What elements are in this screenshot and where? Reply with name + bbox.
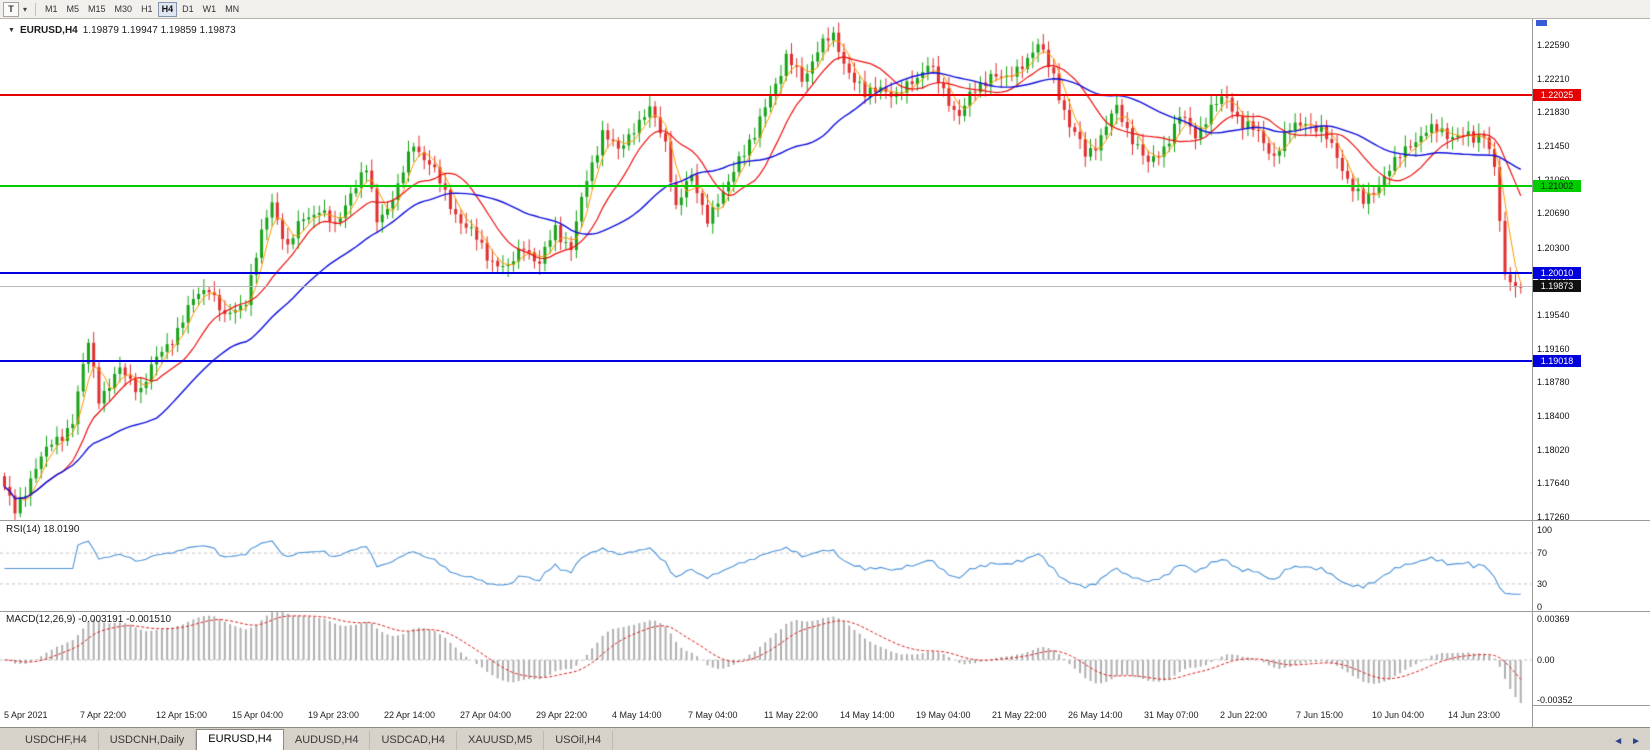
templates-button[interactable]: T: [3, 1, 19, 17]
tab-scroll-controls: ◄ ►: [1610, 736, 1650, 750]
time-axis-label: 12 Apr 15:00: [156, 710, 208, 720]
timeframe-button-w1[interactable]: W1: [202, 4, 217, 14]
price-scale-label: 1.22210: [1537, 73, 1570, 84]
horizontal-line-1.20010[interactable]: [0, 272, 1532, 275]
macd-scale-label: -0.00352: [1537, 695, 1573, 705]
chart-tab-usdchf-h4[interactable]: USDCHF,H4: [14, 731, 99, 750]
price-scale-label: 1.22590: [1537, 40, 1570, 50]
price-scale-label: 1.20690: [1537, 208, 1570, 219]
chart-tab-usoil-h4[interactable]: USOil,H4: [544, 731, 614, 750]
timeframe-button-h4[interactable]: H4: [157, 1, 178, 17]
templates-dropdown-icon[interactable]: ▾: [22, 4, 27, 14]
time-axis-label: 19 Apr 23:00: [308, 710, 360, 720]
timeframe-button-d1[interactable]: D1: [182, 4, 194, 14]
chart-tab-usdcnh-daily[interactable]: USDCNH,Daily: [99, 731, 197, 750]
time-axis-label: 29 Apr 22:00: [536, 710, 588, 720]
price-scale-label: 1.17260: [1537, 511, 1570, 522]
price-scale-label: 1.21450: [1537, 140, 1570, 151]
chart-title: ▼ EURUSD,H4 1.19879 1.19947 1.19859 1.19…: [8, 25, 236, 36]
tab-scroll-left-icon[interactable]: ◄: [1613, 736, 1624, 747]
horizontal-line-1.22025[interactable]: [0, 94, 1532, 97]
chart-tab-bar: USDCHF,H4 USDCNH,Daily EURUSD,H4 AUDUSD,H4 U…: [0, 727, 1650, 750]
price-tag-1.22025: 1.22025: [1533, 89, 1581, 102]
macd-scale-label: 0.00369: [1537, 614, 1570, 624]
symbol-collapse-icon[interactable]: ▼: [8, 27, 15, 34]
price-scale-label: 1.20300: [1537, 242, 1570, 253]
time-axis-label: 15 Apr 04:00: [232, 710, 284, 720]
pane-separator-macd[interactable]: [0, 611, 1650, 612]
price-scale-label: 1.21830: [1537, 107, 1570, 118]
time-axis-label: 5 Apr 2021: [4, 710, 48, 720]
macd-indicator-label: MACD(12,26,9) -0.003191 -0.001510: [6, 614, 172, 625]
time-axis-label: 7 Apr 22:00: [80, 710, 127, 720]
toolbar-separator: [35, 2, 36, 16]
rsi-scale-label: 0: [1537, 602, 1543, 612]
price-scale[interactable]: 1.225901.222101.218301.214501.210601.206…: [1532, 0, 1650, 727]
chart-tabs: USDCHF,H4 USDCNH,Daily EURUSD,H4 AUDUSD,H4 U…: [14, 729, 614, 750]
pane-separator-rsi[interactable]: [0, 520, 1650, 521]
price-scale-label: 1.18400: [1537, 411, 1570, 422]
time-axis[interactable]: 5 Apr 2021 7 Apr 22:00 12 Apr 15:00 15 Apr …: [0, 705, 1532, 727]
time-axis-label: 26 May 14:00: [1068, 710, 1123, 720]
price-scale-label: 1.17640: [1537, 478, 1570, 489]
time-axis-label: 7 May 04:00: [688, 710, 738, 720]
time-axis-label: 22 Apr 14:00: [384, 710, 436, 720]
horizontal-line-1.19018[interactable]: [0, 360, 1532, 363]
scale-scroll-marker[interactable]: [1536, 20, 1547, 26]
price-scale-border: [1532, 19, 1533, 727]
chart-ohlc-values: 1.19879 1.19947 1.19859 1.19873: [82, 25, 236, 36]
last-price-tag: 1.19873: [1533, 279, 1581, 292]
timeframe-button-m1[interactable]: M1: [45, 4, 58, 14]
price-tag-1.19018: 1.19018: [1533, 355, 1581, 368]
chart-symbol-label: EURUSD,H4: [19, 25, 78, 36]
rsi-scale-label: 30: [1537, 578, 1548, 589]
last-price-line: [0, 285, 1532, 287]
time-axis-label: 11 May 22:00: [764, 710, 818, 720]
time-axis-label: 14 May 14:00: [840, 710, 895, 720]
rsi-scale-label: 70: [1537, 548, 1548, 559]
macd-scale-label: 0.00: [1537, 655, 1555, 665]
chart-tab-eurusd-h4[interactable]: EURUSD,H4: [196, 729, 284, 750]
time-axis-label: 10 Jun 04:00: [1372, 710, 1425, 720]
timeframe-button-m5[interactable]: M5: [66, 4, 80, 14]
time-axis-label: 14 Jun 23:00: [1448, 710, 1501, 720]
time-axis-label: 31 May 07:00: [1144, 710, 1199, 720]
time-axis-label: 2 Jun 22:00: [1220, 710, 1268, 720]
time-axis-label: 27 Apr 04:00: [460, 710, 512, 720]
time-axis-label: 4 May 14:00: [612, 710, 662, 720]
timeframe-button-m30[interactable]: M30: [114, 4, 133, 14]
price-tag-1.21002: 1.21002: [1533, 179, 1581, 192]
timeframe-toolbar: M1 M5 M15 M30 H1 H4 D1 W1 MN: [41, 1, 243, 17]
price-scale-label: 1.18780: [1537, 377, 1570, 388]
timeframe-button-mn[interactable]: MN: [225, 4, 240, 14]
tab-scroll-right-icon[interactable]: ►: [1631, 736, 1641, 747]
price-scale-label: 1.19540: [1537, 310, 1570, 321]
price-scale-label: 1.19160: [1537, 343, 1570, 354]
rsi-scale-label: 100: [1537, 525, 1553, 535]
rsi-indicator-label: RSI(14) 18.0190: [6, 524, 80, 535]
time-axis-label: 7 Jun 15:00: [1296, 710, 1344, 720]
chart-tab-xauusd-m5[interactable]: XAUUSD,M5: [457, 731, 545, 750]
time-axis-label: 21 May 22:00: [992, 710, 1047, 720]
price-tag-1.20010: 1.20010: [1533, 267, 1581, 280]
chart-tab-usdcad-h4[interactable]: USDCAD,H4: [370, 731, 458, 750]
timeframe-button-h1[interactable]: H1: [141, 4, 153, 14]
timeframe-button-m15[interactable]: M15: [88, 4, 106, 14]
horizontal-line-1.21002[interactable]: [0, 184, 1532, 187]
toolbar: T ▾ M1 M5 M15 M30 H1 H4 D1 W1 MN: [0, 0, 1650, 19]
price-scale-label: 1.18020: [1537, 444, 1570, 455]
time-axis-label: 19 May 04:00: [916, 710, 971, 720]
chart-tab-audusd-h4[interactable]: AUDUSD,H4: [284, 731, 371, 750]
